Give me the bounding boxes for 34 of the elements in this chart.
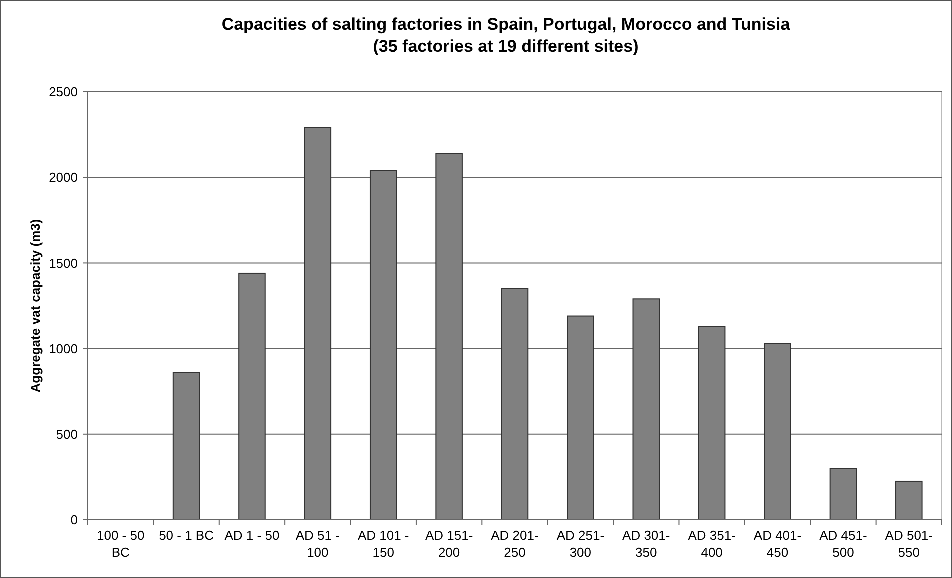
chart-title: Capacities of salting factories in Spain, Portugal, Morocco and Tunisia: [222, 15, 791, 34]
x-tick-label: 100 - 50 BC: [96, 528, 145, 560]
bar: [632, 298, 660, 520]
y-tick-label: 2000: [49, 170, 78, 186]
y-tick-label: 2500: [49, 84, 78, 100]
y-tick-label: 1500: [49, 256, 78, 271]
x-tick-label: AD 151- 200: [425, 528, 474, 560]
bar: [830, 468, 858, 520]
bar: [238, 272, 266, 520]
bar: [172, 372, 200, 520]
x-tick-label: AD 101 - 150: [358, 528, 410, 560]
y-axis-title: Aggregate vat capacity (m3): [28, 219, 43, 393]
x-tick-label: AD 351- 400: [688, 528, 736, 560]
y-tick-label: 1000: [49, 341, 78, 356]
bar: [567, 316, 594, 520]
bar: [304, 127, 332, 520]
x-tick-label: AD 1 - 50: [224, 528, 280, 543]
x-tick-label: AD 501- 550: [885, 528, 934, 560]
bar: [764, 343, 792, 520]
bar: [698, 326, 726, 520]
bar: [436, 153, 463, 520]
bar: [501, 288, 529, 520]
x-tick-label: AD 251- 300: [556, 528, 605, 560]
x-tick-label: AD 201- 250: [491, 528, 539, 560]
y-tick-label: 0: [70, 512, 78, 528]
chart-subtitle: (35 factories at 19 different sites): [373, 37, 639, 56]
x-tick-label: AD 451- 500: [820, 528, 868, 560]
x-tick-label: AD 301- 350: [622, 528, 670, 560]
x-tick-label: 50 - 1 BC: [159, 528, 214, 543]
bar: [896, 480, 923, 520]
x-tick-label: AD 401- 450: [754, 528, 802, 560]
x-tick-label: AD 51 - 100: [296, 528, 340, 560]
y-tick-label: 500: [56, 426, 78, 442]
bar: [370, 170, 398, 520]
